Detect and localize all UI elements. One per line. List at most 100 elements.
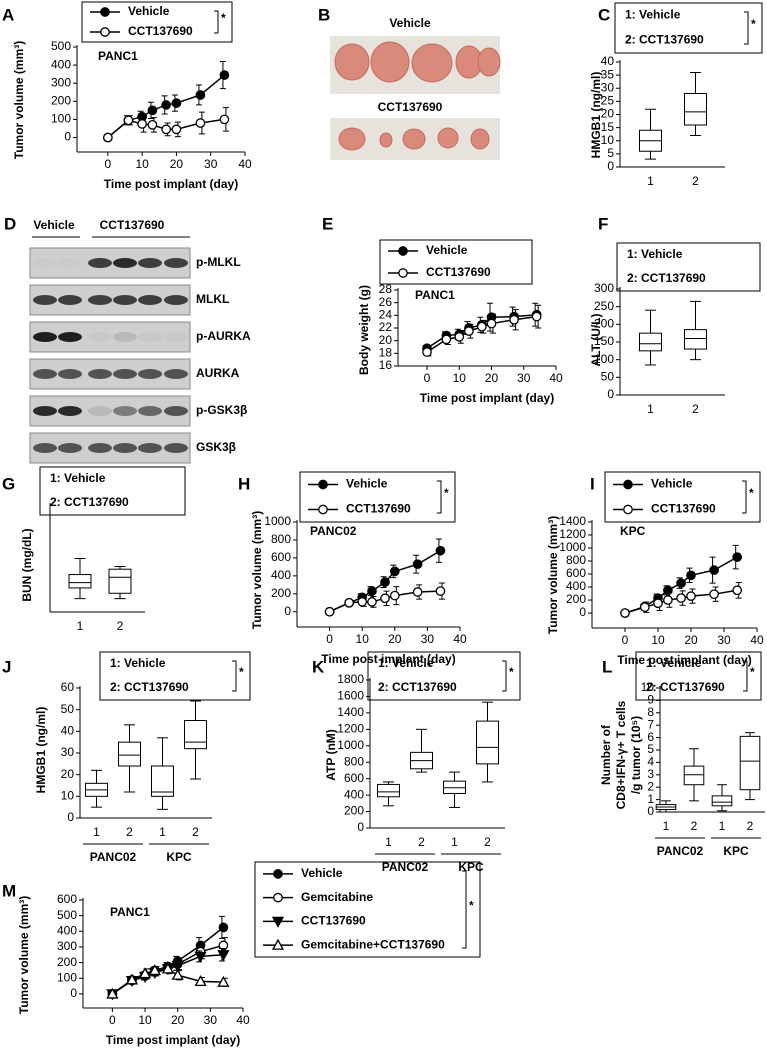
x-tick-label: 1 (385, 835, 392, 849)
marker (422, 347, 432, 357)
x-tick-label: 40 (238, 157, 252, 171)
panel-letter: G (2, 474, 15, 493)
legend-box (614, 2, 763, 54)
marker (138, 967, 152, 979)
blot-band (138, 295, 162, 305)
marker (389, 566, 400, 577)
y-axis-label: Body weight (g) (357, 285, 371, 375)
y-tick-label: 200 (594, 317, 614, 331)
y-tick-label: 60 (61, 680, 75, 694)
x-axis-label: Time post implant (day) (617, 653, 751, 667)
y-tick-label: 0 (284, 604, 291, 618)
legend-label: 2: CCT137690 (378, 680, 457, 694)
marker (357, 597, 368, 607)
marker (106, 987, 119, 999)
x-tick-label: 10 (651, 633, 665, 647)
y-tick-label: 250 (594, 299, 614, 313)
marker (367, 586, 377, 596)
legend-box (81, 1, 233, 43)
marker (476, 321, 487, 332)
x-axis-label: Time post implant (day) (420, 391, 554, 405)
panel-letter: E (322, 214, 333, 233)
y-tick-label: 800 (344, 754, 364, 768)
legend-box (99, 651, 251, 701)
blot-band (58, 369, 82, 379)
significance-label: * (469, 899, 474, 913)
significance-bracket (744, 11, 749, 45)
y-axis-label: BUN (mg/dL) (20, 528, 34, 601)
legend-marker (623, 504, 633, 515)
blot-row-label: p-AURKA (196, 329, 251, 343)
x-tick-label: 40 (236, 1013, 250, 1027)
legend-label: 1: Vehicle (646, 656, 702, 670)
box (739, 735, 761, 791)
legend-box (635, 651, 762, 701)
significance-label: * (221, 11, 226, 25)
blot-row-label: p-MLKL (196, 255, 241, 269)
panel-letter: A (2, 5, 14, 24)
x-tick-label: 1 (159, 825, 166, 839)
marker (195, 118, 206, 128)
x-tick-label: 2 (692, 174, 699, 188)
x-tick-label: 2 (117, 619, 124, 633)
blot-band (88, 332, 112, 342)
tumors-vehicle (334, 41, 501, 83)
y-tick-label: 400 (566, 579, 586, 593)
x-tick-label: 1 (647, 174, 654, 188)
box (108, 568, 132, 594)
marker (709, 565, 719, 575)
blot-band (164, 258, 188, 268)
y-axis-label: ALT (U/L) (589, 313, 603, 366)
box (184, 720, 207, 750)
marker (217, 950, 230, 962)
marker (161, 962, 175, 974)
y-tick-label: 100 (51, 112, 71, 126)
y-axis-label: /g tumor (10⁵) (629, 716, 643, 794)
annotation: PANC1 (415, 288, 455, 302)
marker (218, 922, 229, 933)
lane-group-label: CCT137690 (100, 218, 165, 232)
y-tick-label: 800 (271, 532, 291, 546)
marker (219, 70, 230, 80)
legend-box (604, 471, 761, 523)
y-tick-label: 25 (601, 94, 615, 108)
y-tick-label: 1600 (337, 689, 364, 703)
marker (454, 332, 465, 342)
x-tick-label: 40 (750, 633, 764, 647)
annotation: PANC02 (310, 524, 357, 538)
y-tick-label: 15 (601, 120, 615, 134)
y-tick-label: 4 (647, 755, 654, 769)
legend-marker (623, 479, 633, 490)
x-tick-label: 1 (719, 819, 726, 833)
photo-label: Vehicle (389, 16, 431, 30)
legend-label: 1: Vehicle (625, 8, 681, 22)
panel-letter: M (2, 881, 16, 900)
y-tick-label: 150 (594, 334, 614, 348)
significance-label: * (444, 486, 449, 500)
legend-label: 1: Vehicle (378, 656, 434, 670)
x-tick-label: 30 (717, 633, 731, 647)
y-tick-label: 26 (379, 295, 393, 309)
legend-marker (271, 938, 285, 950)
legend-marker (398, 268, 408, 278)
x-axis-label: Time post implant (day) (106, 1033, 240, 1047)
x-tick-label: 10 (135, 157, 149, 171)
blot-band (113, 332, 137, 342)
box (476, 720, 499, 765)
marker (344, 597, 355, 608)
marker (676, 578, 686, 588)
y-tick-label: 100 (57, 970, 77, 984)
y-tick-label: 22 (379, 320, 393, 334)
legend-label: Vehicle (128, 4, 170, 18)
lane-group-label: Vehicle (33, 218, 75, 232)
y-tick-label: 16 (379, 358, 393, 372)
y-tick-label: 600 (271, 550, 291, 564)
marker (147, 119, 158, 130)
marker (441, 334, 452, 345)
legend-marker (318, 504, 328, 515)
y-tick-label: 20 (379, 333, 393, 347)
y-tick-label: 200 (57, 955, 77, 969)
marker (412, 559, 423, 570)
legend-label: Vehicle (346, 477, 388, 491)
